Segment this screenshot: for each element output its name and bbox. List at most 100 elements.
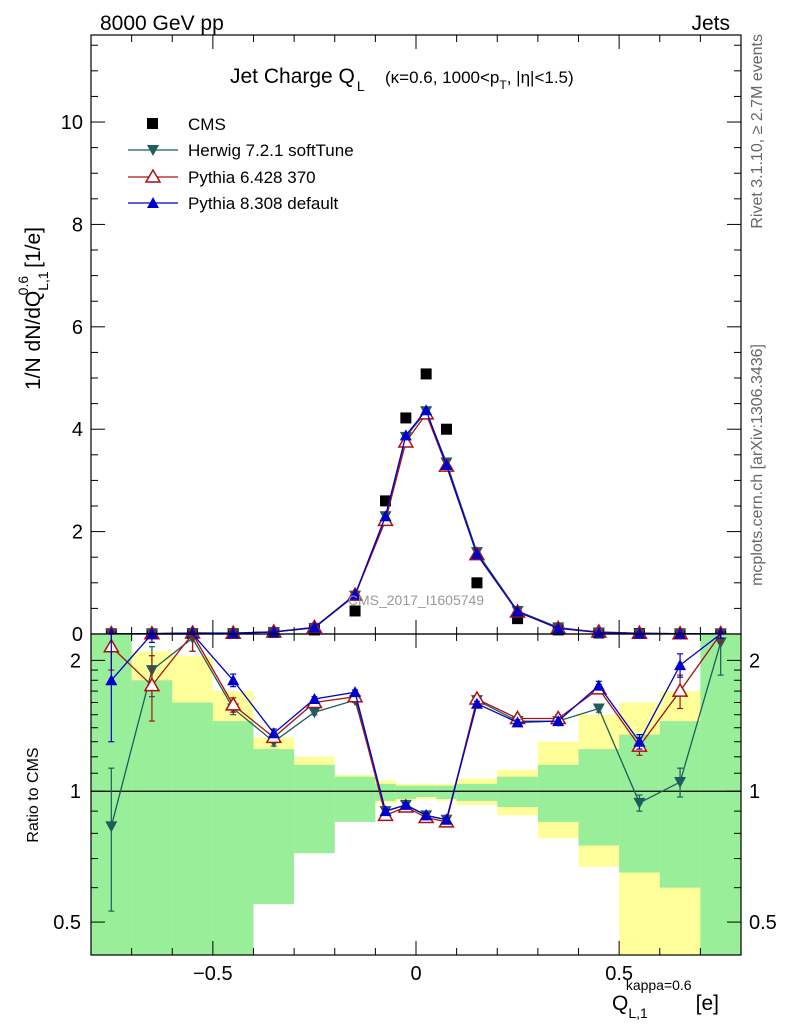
ylabel-main: 1/N dN/dQ: [22, 291, 45, 390]
main-point-cms: [471, 577, 483, 589]
ratio-panel-axes: −0.5 0 0.5 0.5 1 2 0.5 1 2: [53, 633, 777, 985]
main-y-tick-label: 6: [72, 317, 83, 339]
main-point-pythia-6-428-370: [397, 433, 415, 448]
xlabel-main: Q: [612, 992, 628, 1015]
ratio-point-pythia-6-428-370: [224, 696, 242, 711]
main-point-cms: [420, 368, 432, 380]
main-y-tick-label: 4: [72, 419, 83, 441]
main-point-pythia-8-308-default: [674, 627, 687, 639]
uncertainty-band-green: [659, 721, 701, 888]
main-y-tick-label: 0: [72, 624, 83, 646]
title-sub: L: [357, 78, 365, 94]
ratio-point-pythia-8-308-default: [399, 798, 412, 810]
header-left-label: 8000 GeV pp: [100, 12, 224, 35]
ratio-point-pythia-8-308-default: [379, 805, 392, 817]
ratio-point-pythia-6-428-370: [143, 677, 161, 692]
main-point-pythia-8-308-default: [552, 622, 565, 634]
main-point-pythia-8-308-default: [633, 627, 646, 639]
main-point-cms: [512, 613, 524, 625]
x-tick-label: −0.5: [193, 963, 232, 985]
main-point-cms: [400, 412, 412, 424]
x-axis-label: QL,1 kappa=0.6[e]: [612, 977, 719, 1021]
svg-text:1/N dN/dQL,10.6[1/e]: 1/N dN/dQL,10.6 [1/e]: [15, 227, 51, 390]
ylabel-unit: [1/e]: [22, 227, 45, 268]
ratio-y-tick-label-left: 2: [70, 650, 81, 672]
ratio-y-tick-label-left: 1: [70, 781, 81, 803]
ratio-y-axis-label: Ratio to CMS: [25, 747, 42, 842]
ratio-point-pythia-8-308-default: [420, 809, 433, 821]
main-point-pythia-8-308-default: [420, 404, 433, 416]
ratio-point-pythia-8-308-default: [592, 679, 605, 691]
ylabel-sub: L,1: [35, 271, 51, 291]
legend-label-pythia8: Pythia 8.308 default: [188, 194, 339, 213]
ratio-line-pythia-8-308-default: [110, 633, 722, 821]
xlabel-sup: kappa=0.6: [626, 977, 692, 993]
uncertainty-band-green: [436, 785, 457, 799]
main-point-pythia-8-308-default: [227, 627, 240, 639]
uncertainty-band-green: [395, 785, 416, 799]
ratio-point-pythia-8-308-default: [105, 674, 118, 686]
legend-marker-pythia8: [147, 197, 159, 208]
ratio-y-tick-label-right: 0.5: [749, 912, 777, 934]
ratio-point-pythia-8-308-default: [633, 735, 646, 747]
ratio-y-tick-label-left: 0.5: [53, 912, 81, 934]
legend-label-cms: CMS: [188, 115, 226, 134]
ratio-line-pythia-6-428-370: [110, 632, 722, 823]
main-point-pythia-8-308-default: [592, 626, 605, 638]
uncertainty-band-green: [131, 680, 173, 955]
xlabel-sub: L,1: [628, 1005, 648, 1021]
uncertainty-band-green: [172, 702, 213, 955]
header-right-label: Jets: [691, 12, 730, 35]
title-condition-b: , |η|<1.5): [507, 68, 574, 87]
ratio-point-herwig-7-2-1-softtune: [105, 821, 118, 833]
main-y-axis-label: 1/N dN/dQL,10.6 [1/e]: [15, 227, 51, 390]
main-point-pythia-8-308-default: [440, 459, 453, 471]
ratio-point-pythia-8-308-default: [308, 693, 321, 705]
ratio-point-pythia-8-308-default: [440, 813, 453, 825]
main-point-pythia-8-308-default: [379, 510, 392, 522]
analysis-watermark: CMS_2017_I1605749: [348, 592, 484, 608]
uncertainty-band-green: [497, 776, 538, 807]
ratio-y-tick-label-right: 2: [749, 650, 760, 672]
legend-marker-pythia6: [144, 168, 162, 183]
legend-marker-herwig: [147, 145, 159, 156]
main-y-tick-label: 2: [72, 522, 83, 544]
rivet-version-label: Rivet 3.1.10, ≥ 2.7M events: [749, 34, 766, 229]
x-tick-label: 0.5: [605, 963, 633, 985]
ratio-point-herwig-7-2-1-softtune: [308, 707, 321, 719]
legend-label-herwig: Herwig 7.2.1 softTune: [188, 141, 354, 160]
ratio-point-pythia-8-308-default: [674, 659, 687, 671]
uncertainty-band-green: [537, 764, 579, 822]
main-point-pythia-8-308-default: [349, 588, 362, 600]
ylabel-sup: 0.6: [15, 276, 31, 296]
main-point-pythia-8-308-default: [511, 605, 524, 617]
ratio-point-herwig-7-2-1-softtune: [633, 797, 646, 809]
svg-text:(κ=0.6, 1000<pT, |η|<1.5): (κ=0.6, 1000<pT, |η|<1.5): [385, 68, 574, 92]
ratio-point-herwig-7-2-1-softtune: [674, 777, 687, 789]
ratio-point-pythia-8-308-default: [552, 715, 565, 727]
legend: CMS Herwig 7.2.1 softTune Pythia 6.428 3…: [128, 115, 354, 213]
svg-text:Jet Charge QL: Jet Charge QL: [230, 65, 365, 94]
legend-marker-cms: [147, 118, 158, 129]
uncertainty-band-green: [212, 721, 254, 955]
ratio-point-pythia-6-428-370: [671, 682, 689, 697]
main-point-pythia-8-308-default: [145, 627, 158, 639]
ratio-point-herwig-7-2-1-softtune: [592, 703, 605, 715]
xlabel-unit: [e]: [696, 992, 719, 1015]
uncertainty-band-green: [253, 749, 295, 905]
ratio-panel-bands: [91, 634, 741, 955]
ratio-point-pythia-8-308-default: [349, 686, 362, 698]
uncertainty-band-green: [700, 634, 741, 955]
uncertainty-band-green: [334, 776, 376, 822]
ratio-point-pythia-8-308-default: [470, 697, 483, 709]
ratio-panel-series: [103, 632, 727, 912]
legend-label-pythia6: Pythia 6.428 370: [188, 168, 316, 187]
main-point-cms: [440, 423, 452, 435]
ratio-point-pythia-8-308-default: [511, 716, 524, 728]
main-point-pythia-8-308-default: [470, 548, 483, 560]
main-point-pythia-8-308-default: [399, 429, 412, 441]
ratio-y-tick-label-right: 1: [749, 781, 760, 803]
main-line-pythia-8-308-default: [111, 408, 721, 635]
main-y-tick-label: 8: [72, 214, 83, 236]
